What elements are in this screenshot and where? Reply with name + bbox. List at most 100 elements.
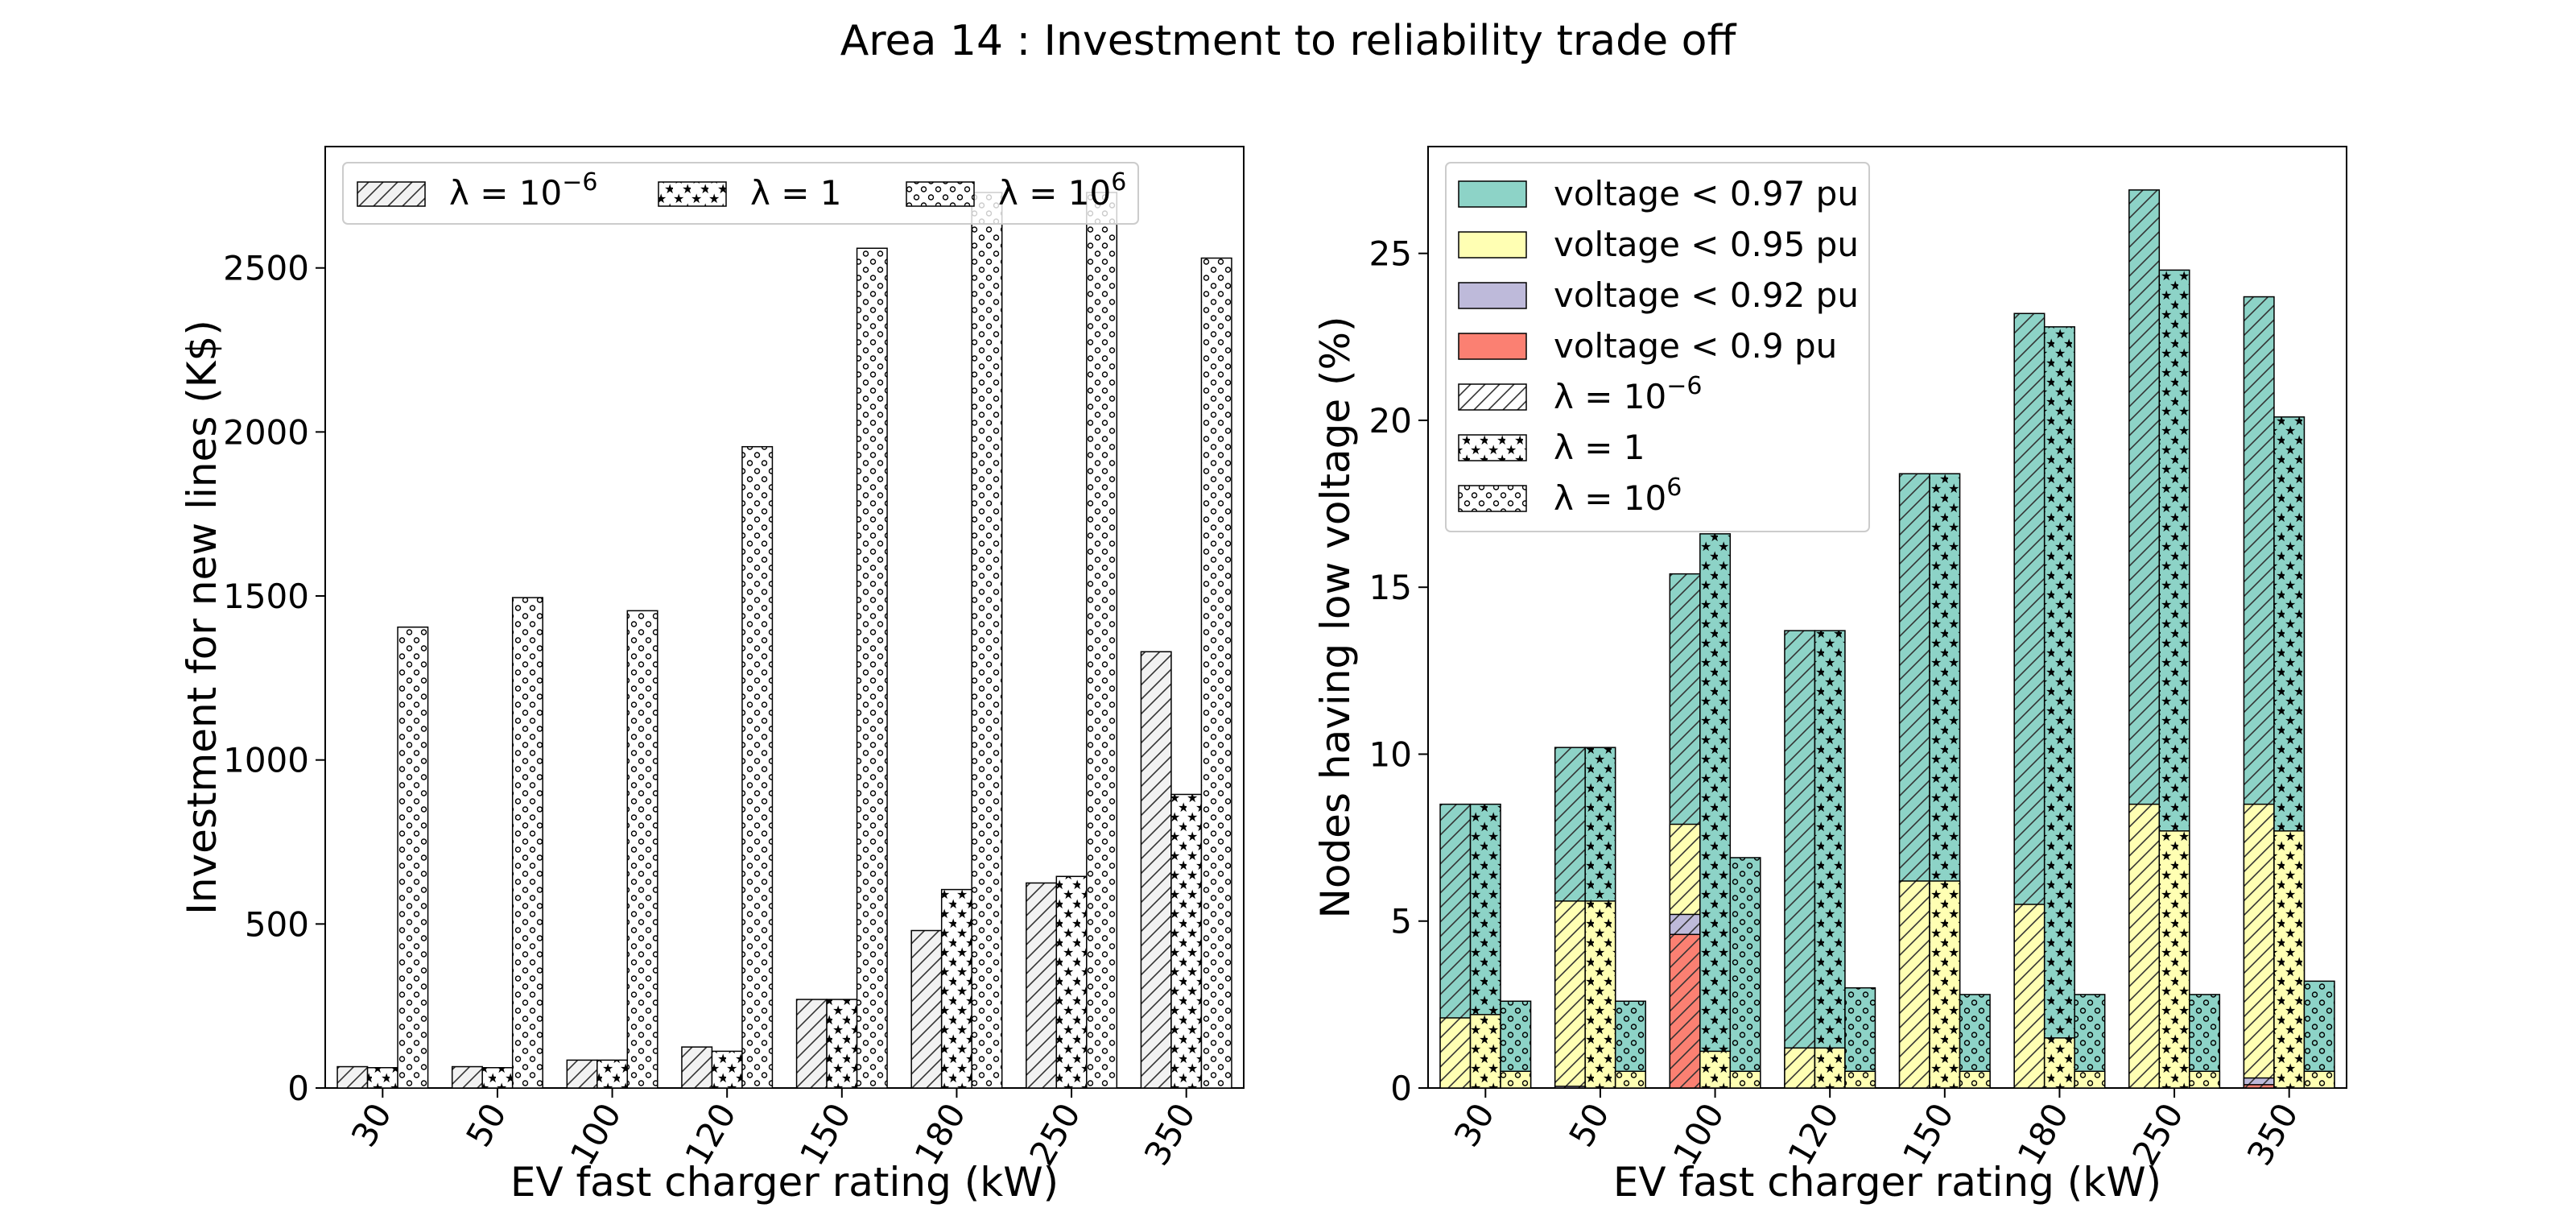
bar-segment-hatch: [1814, 630, 1846, 1089]
bar-segment-hatch: [1699, 533, 1732, 1089]
bar-segment-hatch: [1500, 1070, 1532, 1089]
bar-segment-hatch: [1554, 900, 1586, 1089]
x-axis-label: EV fast charger rating (kW): [1613, 1159, 2161, 1206]
bar-segment: [2074, 1070, 2106, 1089]
figure-title: Area 14 : Investment to reliability trad…: [840, 17, 1737, 65]
bar-segment: [2303, 980, 2335, 1089]
bar: [711, 1050, 743, 1089]
bar-hatch: [681, 1046, 713, 1089]
x-tick-label: 50: [458, 1097, 514, 1154]
bar-segment-hatch: [2303, 1070, 2335, 1089]
bar-segment-hatch: [2158, 830, 2190, 1089]
bar: [940, 888, 972, 1089]
bar-segment: [1729, 1070, 1761, 1089]
legend-box: [1445, 162, 1870, 532]
y-axis-label: Nodes having low voltage (%): [1312, 316, 1359, 918]
legend-swatch: [1458, 282, 1527, 309]
bar: [1140, 651, 1172, 1089]
y-tick-label: 1000: [223, 741, 309, 780]
bar: [336, 1065, 369, 1089]
bar: [511, 597, 543, 1089]
bar: [1055, 875, 1088, 1089]
bar-segment-hatch: [1898, 880, 1930, 1089]
legend-label: λ = 1: [750, 173, 841, 213]
legend-label: λ = 1: [1554, 428, 1645, 467]
bar-segment: [1814, 630, 1846, 1089]
bar-hatch: [826, 999, 858, 1089]
bar: [971, 192, 1003, 1089]
bar-segment-hatch: [2128, 803, 2161, 1089]
bar-segment: [2303, 1070, 2335, 1089]
x-tick-label: 30: [1447, 1097, 1502, 1154]
x-tick-label: 30: [344, 1097, 399, 1154]
bar-hatch: [1055, 875, 1088, 1089]
bar-segment-hatch: [1929, 880, 1961, 1089]
bar: [1026, 882, 1058, 1089]
y-tick-label: 0: [287, 1069, 309, 1108]
bar: [795, 999, 828, 1089]
y-tick-label: 5: [1390, 902, 1412, 941]
bar-hatch: [1140, 651, 1172, 1089]
bar-segment: [1784, 1047, 1816, 1089]
bar-segment: [2043, 1037, 2075, 1089]
bar-segment: [2013, 904, 2046, 1089]
x-tick-label: 350: [1137, 1097, 1203, 1173]
bar: [597, 1059, 629, 1089]
bar: [1200, 257, 1232, 1089]
bar: [681, 1046, 713, 1089]
y-tick-label: 500: [245, 904, 309, 944]
y-tick-label: 25: [1369, 234, 1412, 274]
bar-segment: [2243, 803, 2275, 1089]
bar-segment-hatch: [1844, 1070, 1876, 1089]
legend-label: voltage < 0.9 pu: [1554, 326, 1837, 366]
bar-segment: [1554, 1086, 1586, 1089]
y-tick-label: 10: [1369, 734, 1412, 774]
legend-label: λ = 10−6: [449, 168, 597, 213]
bar-segment-hatch: [2043, 326, 2075, 1089]
legend-swatch: [1458, 333, 1527, 360]
bar-segment: [2189, 1070, 2221, 1089]
legend: voltage < 0.97 pu voltage < 0.95 pu voltag…: [1445, 162, 1870, 532]
y-tick-label: 2000: [223, 412, 309, 452]
bar-hatch: [481, 1066, 514, 1089]
bar-segment-hatch: [2074, 1070, 2106, 1089]
legend-label: voltage < 0.95 pu: [1554, 225, 1859, 264]
legend-swatch-hatch: [1458, 485, 1527, 512]
bar-hatch: [451, 1065, 483, 1089]
bar-segment-hatch: [2043, 1037, 2075, 1089]
bar-segment: [1439, 1017, 1472, 1089]
legend-swatch-hatch: [1458, 434, 1527, 461]
bar-segment-hatch: [1554, 1086, 1586, 1089]
y-tick-label: 15: [1369, 568, 1412, 607]
bar-segment-hatch: [1959, 1070, 1991, 1089]
bar-segment-hatch: [1439, 1017, 1472, 1089]
legend-swatch: [1458, 180, 1527, 208]
bar-segment: [1554, 900, 1586, 1089]
bar-hatch: [597, 1059, 629, 1089]
bar: [626, 610, 658, 1089]
bar-hatch: [1086, 192, 1118, 1089]
bar-hatch: [626, 610, 658, 1089]
bar: [1086, 192, 1118, 1089]
bar-hatch: [397, 626, 429, 1089]
bar-segment: [1784, 630, 1816, 1089]
x-axis-label: EV fast charger rating (kW): [510, 1159, 1059, 1206]
bar-segment-hatch: [2243, 1084, 2275, 1089]
bar-segment-hatch: [2243, 803, 2275, 1089]
bar-hatch: [566, 1059, 598, 1089]
bar-segment-hatch: [2013, 904, 2046, 1089]
bar-hatch: [741, 445, 774, 1089]
bar-hatch: [1200, 257, 1232, 1089]
bar: [451, 1065, 483, 1089]
legend-swatch-hatch: [1458, 383, 1527, 411]
bar-segment-hatch: [1814, 1047, 1846, 1089]
legend-swatch-hatch: [357, 181, 426, 207]
bar-segment: [1469, 1014, 1501, 1089]
legend-label: voltage < 0.97 pu: [1554, 174, 1859, 213]
y-tick-label: 0: [1390, 1069, 1412, 1108]
bar-segment: [1584, 900, 1616, 1089]
bar-segment: [1729, 857, 1761, 1089]
bar-hatch: [856, 247, 888, 1089]
